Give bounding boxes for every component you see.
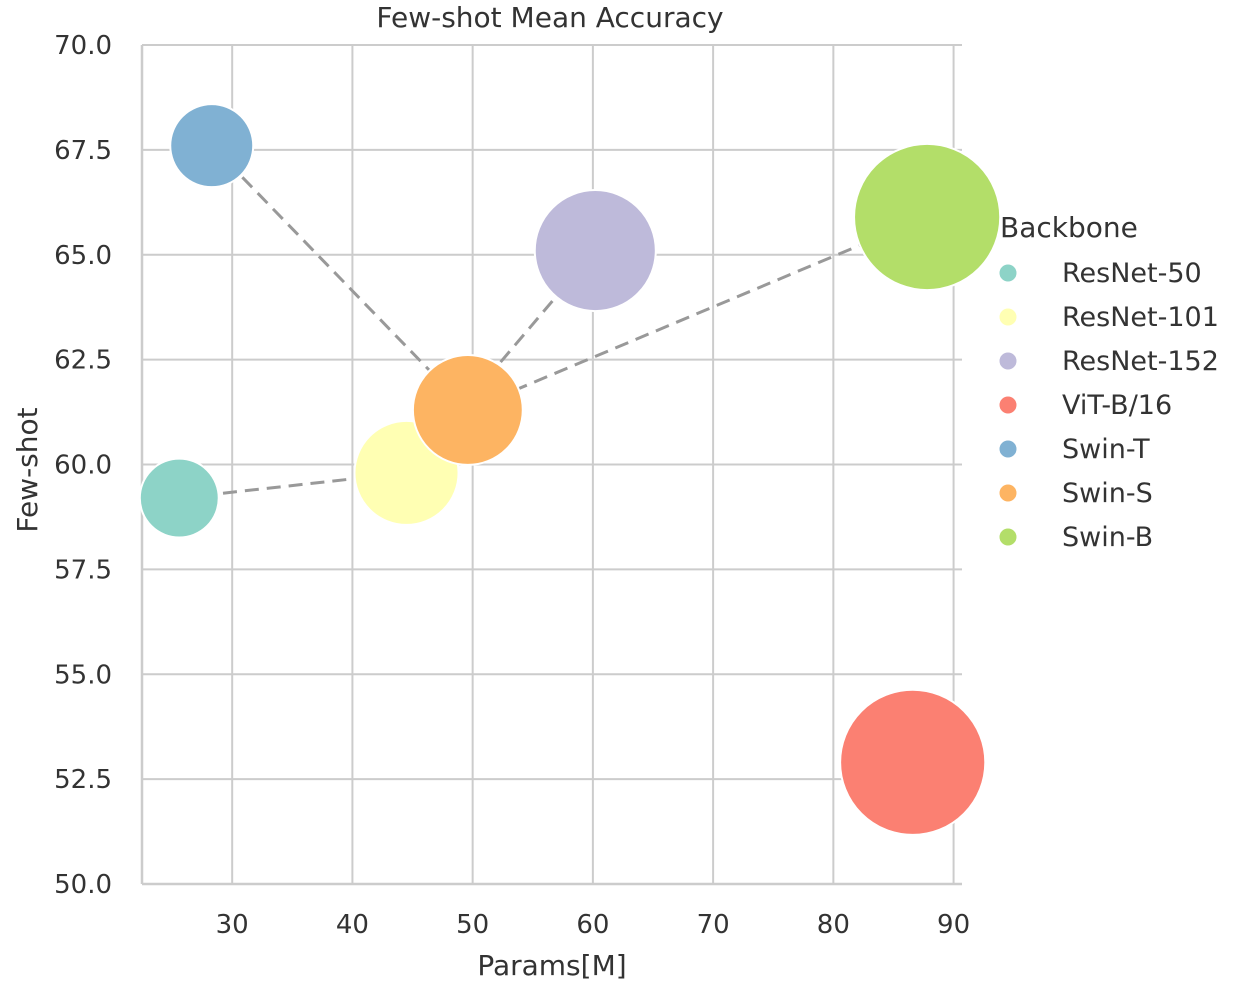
x-tick-label: 80 bbox=[817, 910, 850, 940]
y-axis-label: Few-shot bbox=[11, 407, 44, 532]
axes bbox=[140, 45, 962, 886]
point-vit-b-16 bbox=[839, 688, 987, 836]
point-swin-s bbox=[411, 354, 524, 466]
legend-marker bbox=[998, 439, 1018, 459]
connection-lines bbox=[179, 144, 928, 500]
legend-label: ResNet-152 bbox=[1062, 346, 1219, 377]
x-tick-label: 60 bbox=[576, 910, 609, 940]
legend-label: Swin-B bbox=[1062, 522, 1153, 553]
y-tick-label: 57.5 bbox=[54, 555, 112, 585]
legend-label: Swin-T bbox=[1062, 434, 1150, 465]
y-tick-label: 52.5 bbox=[54, 765, 112, 795]
legend-marker bbox=[998, 351, 1018, 371]
legend-title: Backbone bbox=[1000, 211, 1138, 244]
legend-marker bbox=[998, 307, 1018, 327]
x-tick-label: 90 bbox=[937, 910, 970, 940]
y-tick-label: 55.0 bbox=[54, 660, 112, 690]
point-swin-b bbox=[853, 142, 1002, 292]
legend-marker bbox=[998, 527, 1018, 547]
point-swin-t bbox=[169, 103, 255, 189]
data-points bbox=[138, 103, 1002, 836]
dashed-connection-line bbox=[210, 144, 928, 412]
x-tick-label: 50 bbox=[456, 910, 489, 940]
point-resnet-50 bbox=[138, 457, 220, 539]
y-tick-label: 65.0 bbox=[54, 241, 112, 271]
legend: Backbone ResNet-50 ResNet-101 ResNet-152 Vi… bbox=[998, 211, 1219, 553]
legend-marker bbox=[998, 483, 1018, 503]
x-tick-label: 30 bbox=[216, 910, 249, 940]
y-tick-label: 62.5 bbox=[54, 346, 112, 376]
tick-labels: 50.0 52.5 55.0 57.5 60.0 62.5 65.0 67.5 70.0 30 40… bbox=[54, 31, 970, 940]
point-resnet-152 bbox=[533, 189, 657, 313]
legend-label: Swin-S bbox=[1062, 478, 1153, 509]
chart-title: Few-shot Mean Accuracy bbox=[376, 1, 723, 34]
legend-label: ResNet-50 bbox=[1062, 258, 1202, 289]
y-tick-label: 70.0 bbox=[54, 31, 112, 61]
x-tick-label: 40 bbox=[336, 910, 369, 940]
y-tick-label: 67.5 bbox=[54, 136, 112, 166]
legend-marker bbox=[998, 395, 1018, 415]
y-tick-label: 60.0 bbox=[54, 451, 112, 481]
x-tick-label: 70 bbox=[697, 910, 730, 940]
x-axis-label: Params[M] bbox=[477, 949, 626, 982]
legend-label: ResNet-101 bbox=[1062, 302, 1219, 333]
y-tick-label: 50.0 bbox=[54, 870, 112, 900]
legend-label: ViT-B/16 bbox=[1062, 390, 1172, 421]
legend-marker bbox=[998, 263, 1018, 283]
grid-lines bbox=[142, 44, 962, 885]
